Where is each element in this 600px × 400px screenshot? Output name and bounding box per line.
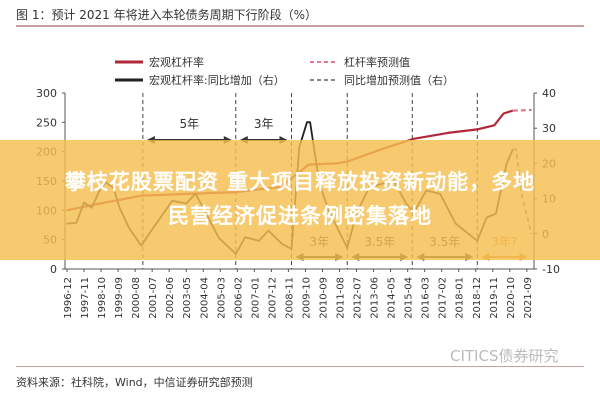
data-point bbox=[309, 121, 311, 123]
x-tick-label: 2008-11 bbox=[284, 277, 295, 319]
x-tick-label: 2010-09 bbox=[318, 277, 329, 319]
x-tick-label: 2004-04 bbox=[199, 277, 210, 319]
data-point bbox=[476, 128, 478, 130]
x-tick-label: 2000-08 bbox=[131, 277, 142, 319]
x-tick-label: 2019-11 bbox=[489, 277, 500, 319]
citics-watermark: CITICS债券研究 bbox=[450, 347, 559, 365]
duration-label: 5年 bbox=[179, 117, 199, 131]
x-tick-label: 1997-11 bbox=[80, 277, 91, 319]
left-tick-label: 300 bbox=[36, 87, 57, 100]
x-tick-label: 2007-01 bbox=[250, 277, 261, 319]
banner-headline-line-1: 攀枝花股票配资 重大项目释放投资新动能，多地 bbox=[64, 170, 536, 194]
x-tick-label: 1998-10 bbox=[97, 277, 108, 319]
x-tick-label: 2020-10 bbox=[506, 277, 517, 319]
data-point bbox=[493, 124, 495, 126]
x-tick-label: 2005-03 bbox=[216, 277, 227, 319]
legend-label: 杠杆率预测值 bbox=[344, 55, 410, 69]
x-tick-label: 2007-12 bbox=[267, 277, 278, 319]
x-tick-label: 2021-09 bbox=[523, 277, 534, 319]
footer-divider bbox=[16, 366, 584, 367]
x-tick-label: 2018-01 bbox=[455, 277, 466, 319]
x-tick-label: 2011-08 bbox=[336, 277, 347, 319]
left-tick-label: 0 bbox=[50, 263, 57, 276]
x-tick-label: 2006-02 bbox=[233, 277, 244, 319]
chart-title: 图 1：预计 2021 年将进入本轮债务周期下行阶段（%） bbox=[16, 8, 318, 22]
x-tick-label: 2002-06 bbox=[165, 277, 176, 319]
data-point bbox=[413, 138, 415, 140]
x-tick-label: 2001-07 bbox=[148, 277, 159, 319]
news-banner-overlay[interactable]: 攀枝花股票配资 重大项目释放投资新动能，多地 民营经济促进条例密集落地 bbox=[0, 140, 600, 260]
data-point bbox=[512, 110, 514, 112]
right-tick-label: 30 bbox=[542, 122, 556, 135]
right-tick-label: 40 bbox=[542, 87, 556, 100]
duration-label: 3年 bbox=[254, 117, 274, 131]
source-note: 资料来源：社科院，Wind，中信证券研究部预测 bbox=[16, 376, 253, 389]
x-tick-label: 2015-04 bbox=[404, 277, 415, 319]
title-divider bbox=[16, 25, 584, 27]
series-line-2 bbox=[512, 108, 532, 112]
legend-label: 同比增加预测值（右） bbox=[344, 73, 454, 87]
legend-label: 宏观杠杆率 bbox=[149, 55, 204, 69]
right-tick-label: -10 bbox=[542, 263, 560, 276]
x-tick-label: 2014-05 bbox=[387, 277, 398, 319]
x-tick-label: 2018-12 bbox=[472, 277, 483, 319]
banner-headline-line-2: 民营经济促进条例密集落地 bbox=[168, 204, 432, 228]
x-tick-label: 1996-12 bbox=[63, 277, 74, 319]
x-tick-label: 2009-10 bbox=[301, 277, 312, 319]
data-point bbox=[306, 121, 308, 123]
data-point bbox=[530, 109, 533, 111]
x-tick-label: 2016-03 bbox=[421, 277, 432, 319]
x-tick-label: 2013-06 bbox=[370, 277, 381, 319]
x-tick-label: 2012-07 bbox=[353, 277, 364, 319]
x-tick-label: 2017-02 bbox=[438, 277, 449, 319]
left-tick-label: 250 bbox=[36, 116, 57, 129]
data-point bbox=[503, 112, 505, 115]
legend-label: 宏观杠杆率:同比增加（右） bbox=[149, 73, 285, 87]
x-tick-label: 2003-05 bbox=[182, 277, 193, 319]
x-tick-label: 1999-09 bbox=[114, 277, 125, 319]
data-point bbox=[447, 132, 449, 134]
